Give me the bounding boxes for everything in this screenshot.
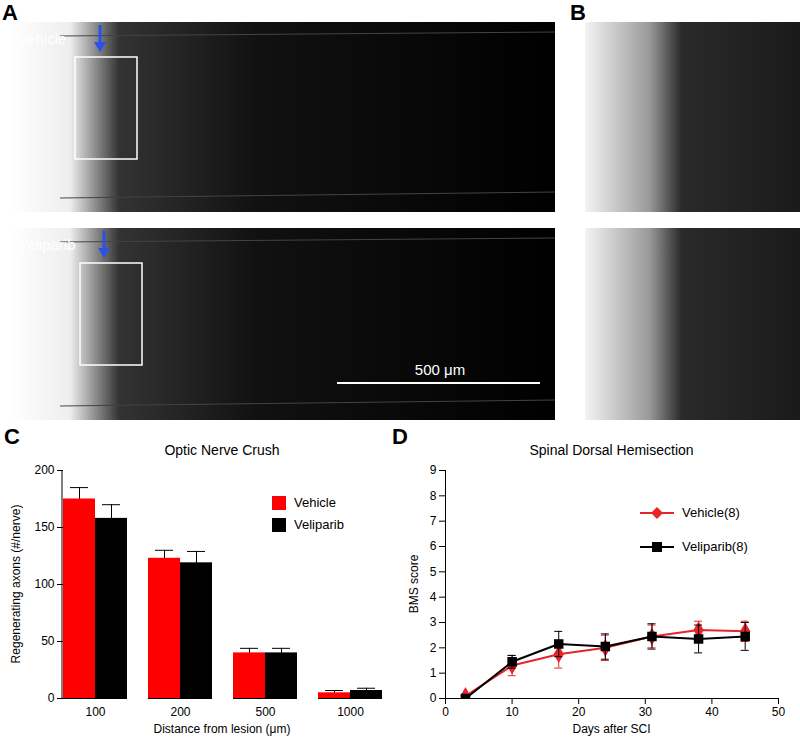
svg-text:1: 1	[430, 666, 437, 680]
svg-text:50: 50	[772, 705, 786, 719]
html-text:A: A	[2, 0, 18, 25]
svg-text:500 μm: 500 μm	[415, 361, 465, 378]
html-text:Regenerating axons (#/nerve): Regenerating axons (#/nerve)	[9, 504, 23, 664]
svg-text:0: 0	[442, 705, 449, 719]
svg-text:4: 4	[430, 590, 437, 604]
svg-text:200: 200	[34, 463, 54, 477]
svg-text:10: 10	[505, 705, 519, 719]
html-text:Distance from lesion (μm): Distance from lesion (μm)	[153, 722, 291, 736]
svg-text:40: 40	[705, 705, 719, 719]
html-text:Optic Nerve Crush: Optic Nerve Crush	[164, 442, 280, 458]
svg-text:0: 0	[430, 691, 437, 705]
svg-text:9: 9	[430, 463, 437, 477]
svg-text:100: 100	[34, 577, 54, 591]
html-text:Veliparib: Veliparib	[294, 517, 344, 532]
html-text:BMS score: BMS score	[407, 554, 421, 614]
svg-text:200: 200	[170, 705, 190, 719]
svg-text:20: 20	[572, 705, 586, 719]
html-text:D: D	[392, 424, 408, 449]
svg-text:6: 6	[430, 539, 437, 553]
svg-text:8: 8	[430, 489, 437, 503]
svg-text:50: 50	[41, 634, 55, 648]
svg-text:100: 100	[85, 705, 105, 719]
html-text:Days after SCI: Days after SCI	[572, 722, 651, 736]
html-text:C: C	[4, 424, 20, 449]
svg-text:5: 5	[430, 565, 437, 579]
svg-text:500: 500	[255, 705, 275, 719]
svg-text:150: 150	[34, 520, 54, 534]
svg-text:Veliparib: Veliparib	[18, 236, 76, 253]
html-text:Vehicle: Vehicle	[294, 495, 336, 510]
svg-text:30: 30	[639, 705, 653, 719]
svg-text:3: 3	[430, 615, 437, 629]
svg-text:7: 7	[430, 514, 437, 528]
html-text:Spinal Dorsal Hemisection: Spinal Dorsal Hemisection	[529, 442, 694, 458]
html-text:Veliparib(8): Veliparib(8)	[682, 539, 748, 554]
html-text:B: B	[570, 0, 586, 25]
html-text:Vehicle(8): Vehicle(8)	[682, 505, 740, 520]
svg-text:2: 2	[430, 641, 437, 655]
svg-text:0: 0	[48, 691, 55, 705]
svg-text:1000: 1000	[337, 705, 364, 719]
svg-text:Vehicle: Vehicle	[18, 30, 66, 47]
